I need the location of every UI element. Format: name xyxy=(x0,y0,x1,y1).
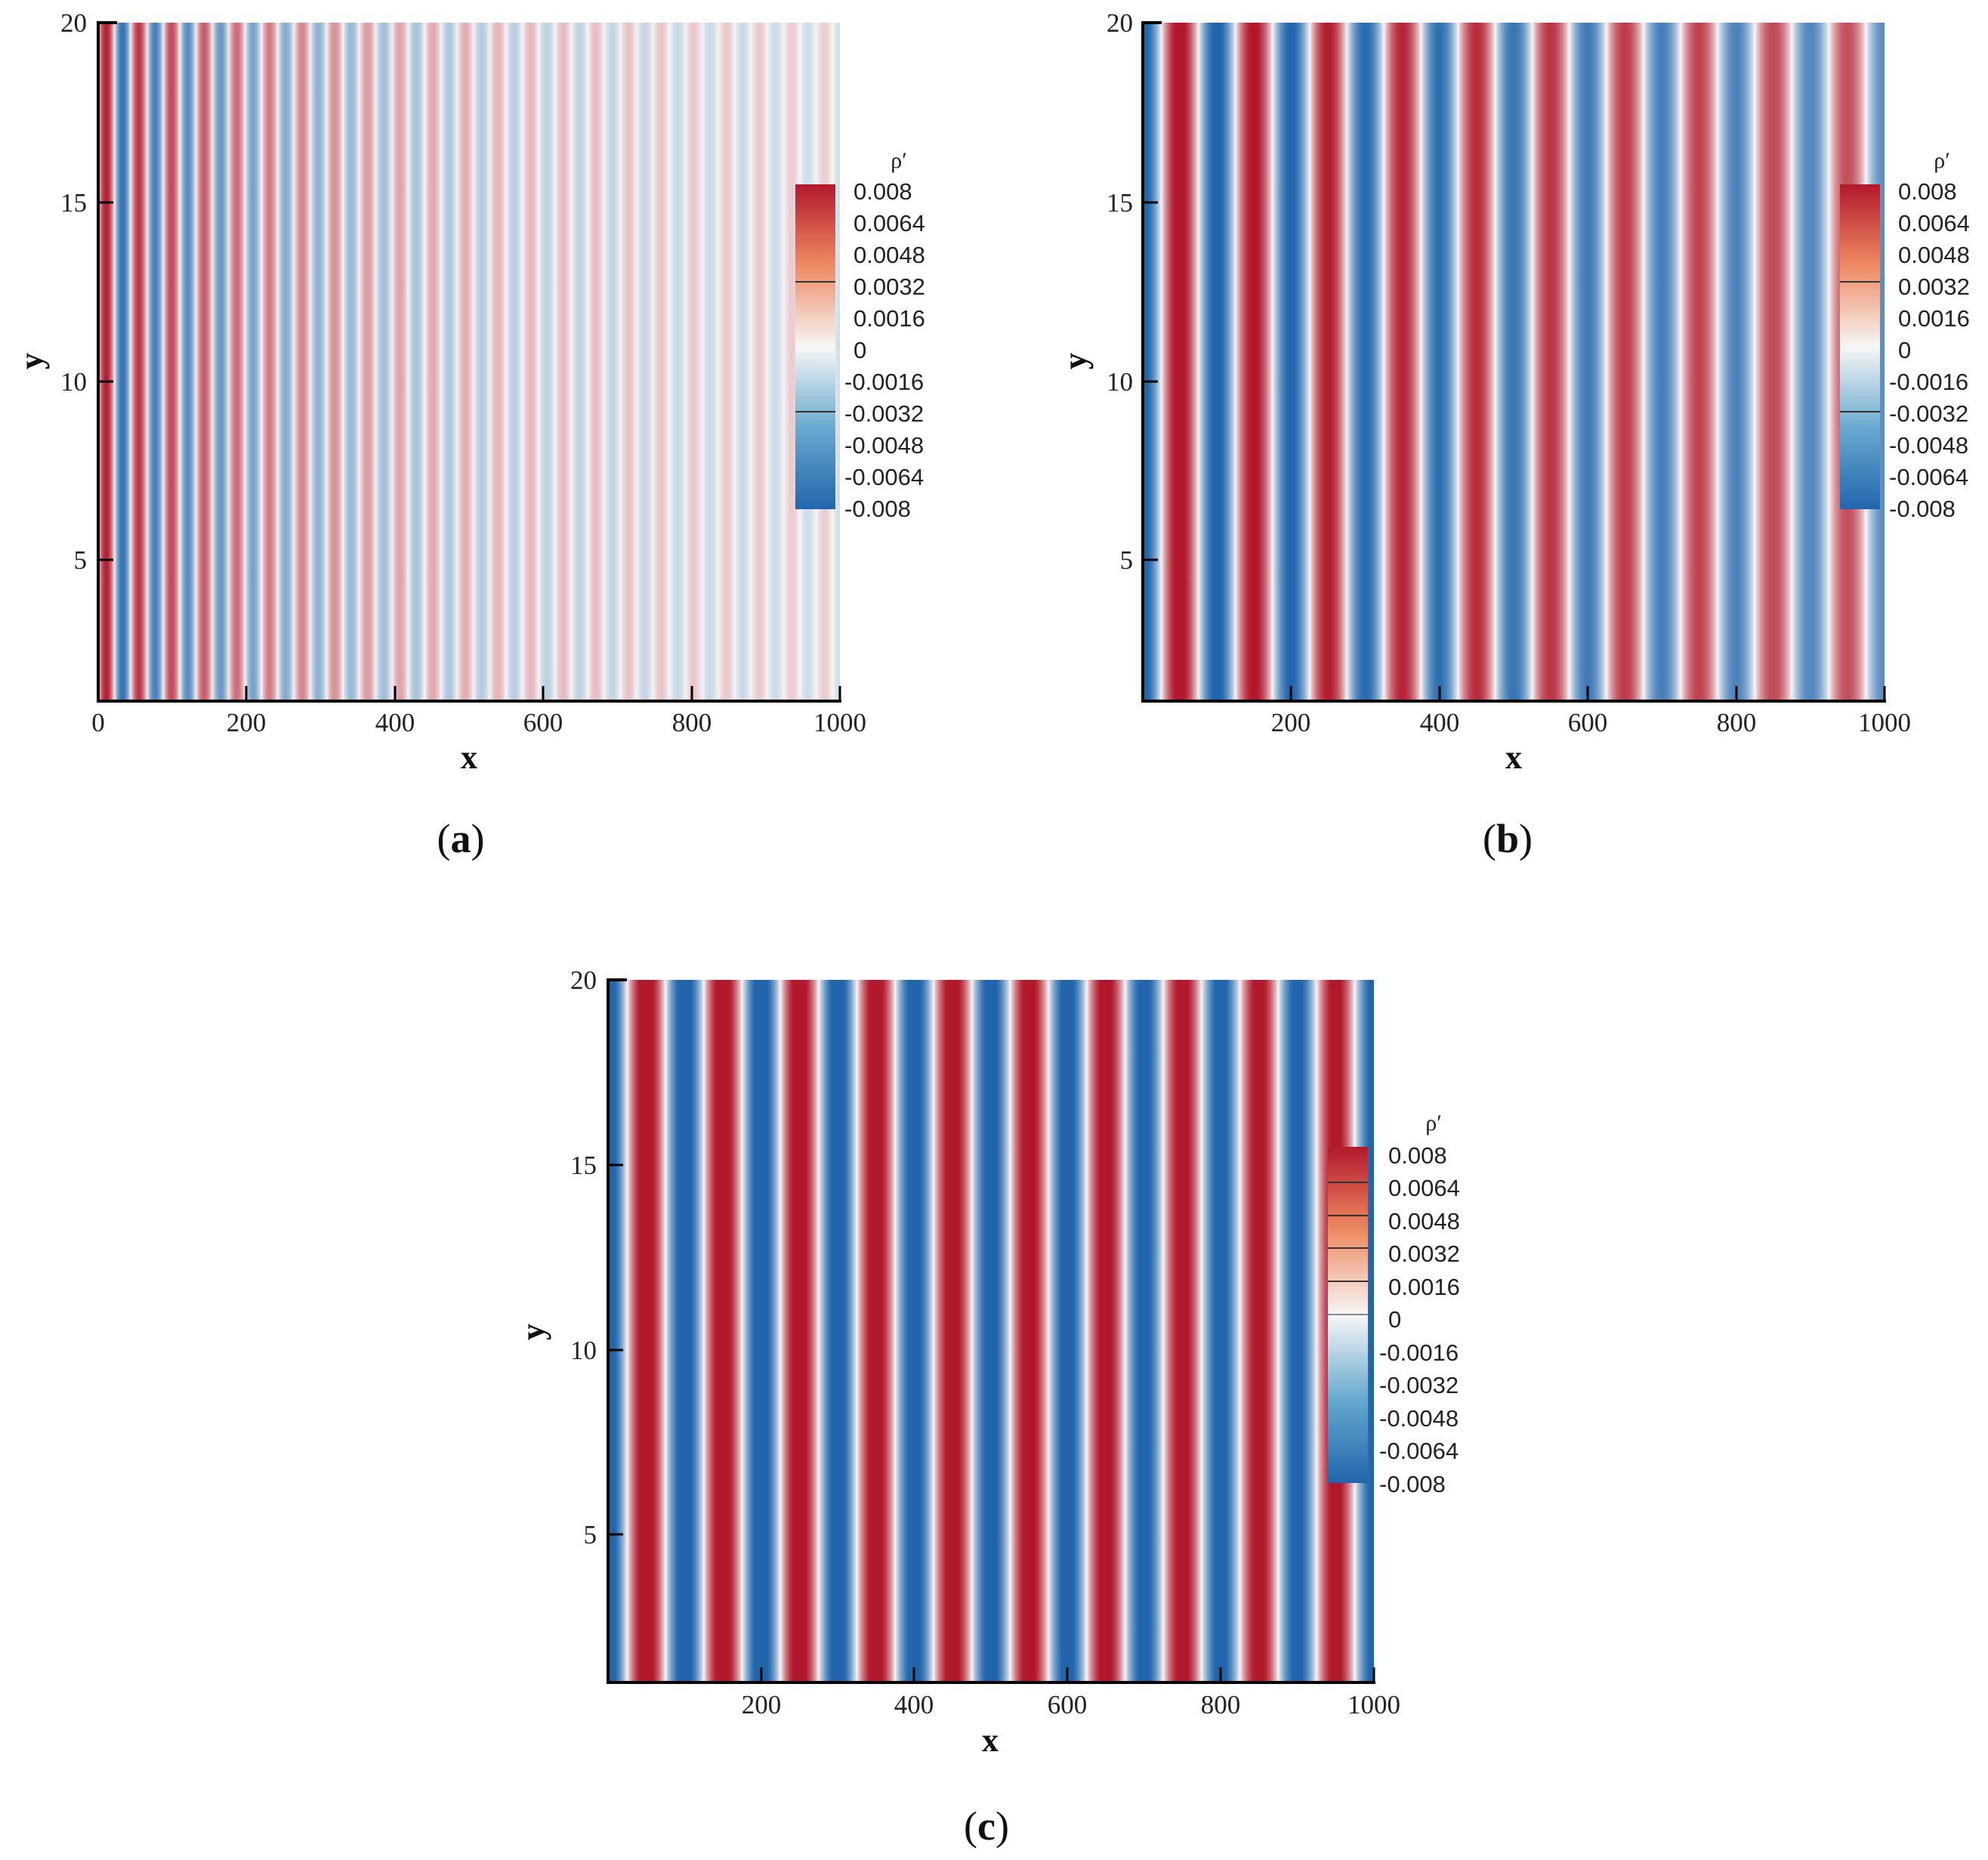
panel-a-xtick-label: 800 xyxy=(672,708,712,737)
panel-b-ytick-label: 15 xyxy=(1107,188,1133,218)
panel-b-legend-level: 0 xyxy=(1898,337,1911,363)
panel-b-legend-level: -0.0048 xyxy=(1889,432,1968,459)
panel-b-legend-level: 0.0032 xyxy=(1898,273,1970,300)
panel-a-legend-level: 0.0032 xyxy=(854,273,925,300)
panel-b-colorbar xyxy=(1840,184,1880,509)
panel-c-xtick-label: 600 xyxy=(1048,1690,1088,1719)
panel-c-legend-level: 0.0048 xyxy=(1388,1208,1460,1234)
panel-c-xtick-label: 200 xyxy=(742,1690,782,1719)
panel-b-legend-title: ρ′ xyxy=(1934,148,1950,173)
panel-a-colorbar xyxy=(795,184,835,509)
panel-b-xtick-label: 200 xyxy=(1271,708,1311,737)
panel-b-ytick-label: 10 xyxy=(1107,367,1133,397)
panel-c-legend-level: -0.0016 xyxy=(1379,1339,1459,1366)
panel-a-legend-level: 0.0048 xyxy=(854,242,925,268)
panel-a-legend-title: ρ′ xyxy=(891,148,907,173)
panel-a-ylabel: y xyxy=(13,353,50,369)
panel-c-legend-level: -0.0064 xyxy=(1379,1438,1459,1464)
panel-c-legend: ρ′ 0.008 0.0064 0.0048 0.0032 0.0016 0 -… xyxy=(1328,1111,1460,1497)
panel-c-field xyxy=(608,980,1374,1682)
panel-c-ytick-label: 20 xyxy=(570,966,597,995)
panel-a-xtick-label: 400 xyxy=(375,708,415,737)
panel-c-xtick-label: 400 xyxy=(894,1690,934,1719)
panel-b-xtick-label: 1000 xyxy=(1858,708,1911,737)
panel-a-field xyxy=(98,23,840,701)
panel-c-plot xyxy=(607,978,1375,1684)
panel-a-ytick-label: 20 xyxy=(60,8,87,38)
panel-c-xtick-label: 800 xyxy=(1201,1690,1241,1719)
panel-a-ytick-label: 5 xyxy=(74,545,88,575)
panel-c-legend-level: 0.0064 xyxy=(1388,1175,1460,1201)
panel-b-xticks: 200 400 600 800 1000 xyxy=(1271,686,1911,737)
panel-b-ytick-label: 5 xyxy=(1120,545,1134,575)
panel-a-legend: ρ′ 0.008 0.0064 0.0048 0.0032 0.0016 0 -… xyxy=(795,148,925,522)
panel-b-legend-level: -0.008 xyxy=(1889,496,1956,522)
panel-c-legend-level: 0 xyxy=(1388,1306,1401,1333)
panel-c-caption: (c) xyxy=(964,1803,1009,1849)
panel-a-legend-level: -0.008 xyxy=(844,496,911,522)
panel-a-legend-level: 0.008 xyxy=(854,178,912,205)
panel-a-legend-level: -0.0064 xyxy=(844,464,924,490)
panel-c-legend-level: 0.008 xyxy=(1388,1142,1447,1169)
panel-b-legend: ρ′ 0.008 0.0064 0.0048 0.0032 0.0016 0 -… xyxy=(1840,148,1970,522)
panel-a-xtick-label: 600 xyxy=(523,708,563,737)
panel-a-legend-level: -0.0016 xyxy=(844,369,924,395)
panel-c-legend-level: -0.0032 xyxy=(1379,1372,1459,1398)
panel-c-ytick-label: 15 xyxy=(570,1151,597,1180)
panel-b-legend-level: 0.0064 xyxy=(1898,210,1970,236)
panel-c-ylabel: y xyxy=(514,1324,551,1340)
panel-b-legend-level: 0.0016 xyxy=(1898,305,1970,332)
panel-b-legend-level: -0.0032 xyxy=(1889,400,1968,427)
panel-a-ytick-label: 10 xyxy=(60,367,87,397)
panel-c-xlabel: x xyxy=(982,1722,999,1759)
panel-b-caption: (b) xyxy=(1483,816,1533,861)
panel-a-legend-level: 0.0064 xyxy=(854,210,925,236)
panel-a-plot xyxy=(97,21,841,703)
panel-b-legend-level: 0.008 xyxy=(1898,178,1957,205)
panel-a-xtick-label: 200 xyxy=(227,708,267,737)
panel-a-legend-level: -0.0032 xyxy=(844,400,924,427)
panel-b-legend-level: 0.0048 xyxy=(1898,242,1970,268)
panel-a-xlabel: x xyxy=(461,739,477,776)
panel-b-ylabel: y xyxy=(1057,353,1094,369)
panel-a-caption: (a) xyxy=(437,816,485,861)
panel-b-xtick-label: 600 xyxy=(1568,708,1608,737)
panel-c-yticks: 5 10 15 20 xyxy=(570,966,623,1549)
panel-b-legend-level: -0.0016 xyxy=(1889,369,1968,395)
panel-a-legend-level: 0.0016 xyxy=(854,305,925,332)
panel-b-legend-level: -0.0064 xyxy=(1889,464,1968,490)
panel-a-legend-level: 0 xyxy=(854,337,866,363)
panel-c: 200 400 600 800 1000 5 10 15 20 x y ρ′ 0… xyxy=(514,966,1460,1849)
panel-b-xtick-label: 400 xyxy=(1420,708,1460,737)
panel-c-legend-title: ρ′ xyxy=(1425,1111,1442,1135)
panel-c-xticks: 200 400 600 800 1000 xyxy=(742,1667,1400,1719)
panel-a-yticks: 5 10 15 20 xyxy=(60,8,113,575)
panel-a-xtick-label: 1000 xyxy=(813,708,866,737)
panel-b-plot xyxy=(1141,21,1886,703)
panel-c-legend-level: -0.008 xyxy=(1379,1471,1446,1497)
panel-a: 0 200 400 600 800 1000 5 10 15 20 x y ρ′… xyxy=(13,8,925,861)
panel-c-xtick-label: 1000 xyxy=(1347,1690,1400,1719)
panel-a-xticks: 0 200 400 600 800 1000 xyxy=(91,686,866,737)
panel-c-legend-level: 0.0016 xyxy=(1388,1274,1460,1300)
panel-b: 200 400 600 800 1000 5 10 15 20 x y ρ′ 0… xyxy=(1057,8,1970,861)
panel-c-ytick-label: 10 xyxy=(570,1336,597,1365)
panel-a-ytick-label: 15 xyxy=(60,188,87,218)
panel-a-xtick-label: 0 xyxy=(91,708,105,737)
panel-b-xtick-label: 800 xyxy=(1717,708,1757,737)
panel-c-legend-level: 0.0032 xyxy=(1388,1241,1460,1267)
panel-a-legend-level: -0.0048 xyxy=(844,432,924,459)
panel-b-yticks: 5 10 15 20 xyxy=(1107,8,1158,575)
panel-c-ytick-label: 5 xyxy=(584,1520,597,1549)
panel-b-field xyxy=(1143,23,1885,701)
panel-b-ytick-label: 20 xyxy=(1107,8,1133,38)
panel-c-legend-level: -0.0048 xyxy=(1379,1405,1459,1432)
panel-b-xlabel: x xyxy=(1505,739,1522,776)
